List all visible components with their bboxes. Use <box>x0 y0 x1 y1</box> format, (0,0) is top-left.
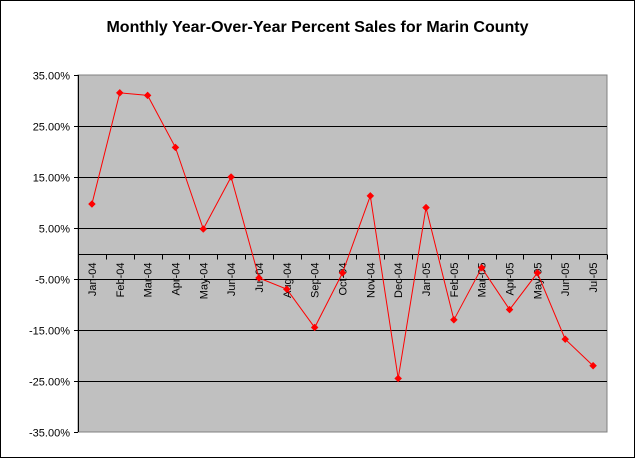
data-point <box>282 285 291 294</box>
data-point <box>561 335 570 344</box>
x-tick-label: Apr-05 <box>505 263 517 296</box>
data-point <box>310 323 319 332</box>
x-tick-label: Jan-05 <box>421 263 433 297</box>
data-point <box>366 192 375 200</box>
x-tick-label: Jun-05 <box>560 263 572 297</box>
y-tick-label: 35.00% <box>33 71 71 83</box>
y-tick-label: 25.00% <box>33 122 71 134</box>
y-tick-label: 15.00% <box>33 173 71 185</box>
data-point <box>227 173 235 181</box>
x-tick-label: Sep-04 <box>310 263 322 298</box>
x-tick-label: Jan-04 <box>87 263 99 297</box>
x-tick-label: May-05 <box>532 263 544 300</box>
x-tick-label: Aug-04 <box>282 263 294 298</box>
data-point <box>338 269 347 277</box>
x-tick-label: May-04 <box>198 263 210 300</box>
plot-area <box>77 74 608 433</box>
x-tick-label: Apr-04 <box>170 263 182 296</box>
x-tick-label: Dec-04 <box>393 263 405 298</box>
y-tick-label: -35.00% <box>29 428 70 440</box>
data-point <box>533 269 542 277</box>
data-point <box>422 203 430 212</box>
x-tick-label: Nov-04 <box>365 263 377 298</box>
data-point <box>171 143 180 152</box>
y-tick-label: -15.00% <box>29 326 70 338</box>
data-point <box>88 200 96 208</box>
x-tick-label: Jun-04 <box>226 263 238 297</box>
y-tick-label: -5.00% <box>35 275 70 287</box>
x-tick-label: Mar-04 <box>143 263 155 298</box>
y-tick-label: 5.00% <box>39 224 70 236</box>
chart-title: Monthly Year-Over-Year Percent Sales for… <box>106 19 529 36</box>
y-tick-label: -25.00% <box>29 377 70 389</box>
data-point <box>477 263 486 272</box>
x-tick-label: Feb-04 <box>115 263 127 298</box>
data-point <box>589 361 597 370</box>
data-point <box>255 274 263 282</box>
x-tick-label: Oct-04 <box>338 263 350 296</box>
data-point <box>394 374 403 383</box>
x-tick-label: Feb-05 <box>449 263 461 298</box>
data-point <box>115 88 124 97</box>
data-point <box>450 315 458 324</box>
data-point <box>143 91 152 100</box>
data-point <box>199 225 208 233</box>
x-tick-label: Jul-05 <box>588 263 600 293</box>
data-point <box>505 305 514 314</box>
